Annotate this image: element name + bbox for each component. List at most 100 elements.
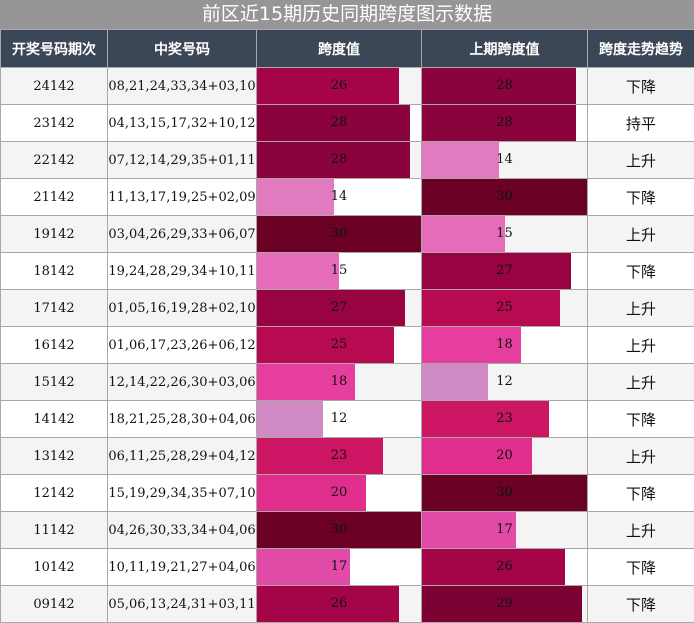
prev-span-bar-label: 26 — [422, 549, 587, 585]
prev-span-cell: 27 — [422, 253, 588, 290]
prev-span-cell: 15 — [422, 216, 588, 253]
period-cell: 18142 — [1, 253, 108, 290]
span-bar-label: 28 — [257, 105, 421, 141]
span-bar-label: 26 — [257, 586, 421, 622]
span-bar-label: 25 — [257, 327, 421, 363]
period-cell: 11142 — [1, 512, 108, 549]
prev-span-cell: 30 — [422, 179, 588, 216]
trend-cell: 上升 — [588, 142, 694, 179]
span-bar-label: 23 — [257, 438, 421, 474]
numbers-cell: 06,11,25,28,29+04,12 — [108, 438, 257, 475]
prev-span-cell: 26 — [422, 549, 588, 586]
header-period: 开奖号码期次 — [1, 30, 108, 68]
trend-cell: 下降 — [588, 253, 694, 290]
span-cell: 28 — [257, 142, 422, 179]
header-span: 跨度值 — [257, 30, 422, 68]
period-cell: 19142 — [1, 216, 108, 253]
period-cell: 15142 — [1, 364, 108, 401]
prev-span-cell: 17 — [422, 512, 588, 549]
period-cell: 24142 — [1, 68, 108, 105]
trend-cell: 持平 — [588, 105, 694, 142]
period-cell: 21142 — [1, 179, 108, 216]
period-cell: 13142 — [1, 438, 108, 475]
prev-span-cell: 18 — [422, 327, 588, 364]
span-cell: 30 — [257, 512, 422, 549]
prev-span-bar-label: 12 — [422, 364, 587, 400]
numbers-cell: 11,13,17,19,25+02,09 — [108, 179, 257, 216]
span-cell: 15 — [257, 253, 422, 290]
span-bar-label: 30 — [257, 216, 421, 252]
span-bar-label: 28 — [257, 142, 421, 178]
prev-span-bar-label: 30 — [422, 475, 587, 511]
prev-span-cell: 28 — [422, 105, 588, 142]
trend-cell: 上升 — [588, 364, 694, 401]
numbers-cell: 04,13,15,17,32+10,12 — [108, 105, 257, 142]
span-bar-label: 30 — [257, 512, 421, 548]
prev-span-cell: 23 — [422, 401, 588, 438]
prev-span-bar-label: 23 — [422, 401, 587, 437]
numbers-cell: 19,24,28,29,34+10,11 — [108, 253, 257, 290]
span-cell: 25 — [257, 327, 422, 364]
prev-span-cell: 25 — [422, 290, 588, 327]
span-bar-label: 15 — [257, 253, 421, 289]
span-cell: 14 — [257, 179, 422, 216]
trend-cell: 上升 — [588, 290, 694, 327]
numbers-cell: 15,19,29,34,35+07,10 — [108, 475, 257, 512]
prev-span-cell: 30 — [422, 475, 588, 512]
prev-span-bar-label: 29 — [422, 586, 587, 622]
trend-cell: 下降 — [588, 179, 694, 216]
prev-span-bar-label: 28 — [422, 105, 587, 141]
prev-span-bar-label: 25 — [422, 290, 587, 326]
span-bar-label: 18 — [257, 364, 421, 400]
trend-cell: 下降 — [588, 68, 694, 105]
trend-cell: 下降 — [588, 549, 694, 586]
trend-cell: 下降 — [588, 586, 694, 623]
numbers-cell: 03,04,26,29,33+06,07 — [108, 216, 257, 253]
numbers-cell: 07,12,14,29,35+01,11 — [108, 142, 257, 179]
header-numbers: 中奖号码 — [108, 30, 257, 68]
header-prev-span: 上期跨度值 — [422, 30, 588, 68]
trend-cell: 上升 — [588, 327, 694, 364]
span-cell: 28 — [257, 105, 422, 142]
numbers-cell: 18,21,25,28,30+04,06 — [108, 401, 257, 438]
numbers-cell: 01,05,16,19,28+02,10 — [108, 290, 257, 327]
numbers-cell: 04,26,30,33,34+04,06 — [108, 512, 257, 549]
period-cell: 23142 — [1, 105, 108, 142]
header-row: 开奖号码期次 中奖号码 跨度值 上期跨度值 跨度走势趋势 — [1, 30, 694, 68]
span-bar-label: 14 — [257, 179, 421, 215]
period-cell: 17142 — [1, 290, 108, 327]
period-cell: 09142 — [1, 586, 108, 623]
prev-span-cell: 28 — [422, 68, 588, 105]
numbers-cell: 05,06,13,24,31+03,11 — [108, 586, 257, 623]
prev-span-bar-label: 15 — [422, 216, 587, 252]
period-cell: 12142 — [1, 475, 108, 512]
span-cell: 12 — [257, 401, 422, 438]
numbers-cell: 12,14,22,26,30+03,06 — [108, 364, 257, 401]
span-bar-label: 20 — [257, 475, 421, 511]
span-bar-label: 17 — [257, 549, 421, 585]
span-cell: 27 — [257, 290, 422, 327]
prev-span-bar-label: 30 — [422, 179, 587, 215]
header-trend: 跨度走势趋势 — [588, 30, 694, 68]
period-cell: 10142 — [1, 549, 108, 586]
numbers-cell: 01,06,17,23,26+06,12 — [108, 327, 257, 364]
trend-cell: 上升 — [588, 438, 694, 475]
span-cell: 26 — [257, 586, 422, 623]
prev-span-bar-label: 14 — [422, 142, 587, 178]
prev-span-cell: 14 — [422, 142, 588, 179]
prev-span-cell: 29 — [422, 586, 588, 623]
prev-span-bar-label: 18 — [422, 327, 587, 363]
